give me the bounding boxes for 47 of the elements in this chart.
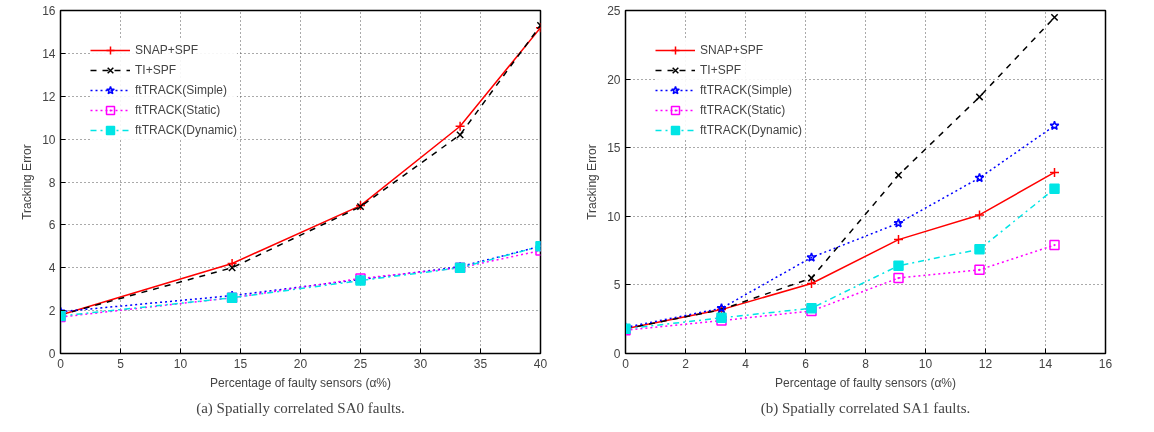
x-tick-label: 14	[1038, 356, 1053, 371]
text: (a) Spatially correlated SA0 faults.	[196, 399, 405, 417]
text: (b) Spatially correlated SA1 faults.	[760, 399, 971, 417]
y-tick-label: 14	[42, 46, 56, 61]
x-tick-label: 16	[1098, 356, 1113, 371]
legend-label: TI+SPF	[135, 63, 177, 77]
x-tick-label: 40	[533, 356, 548, 371]
x-axis-title: Percentage of faulty sensors (α%)	[774, 375, 957, 390]
x-tick-label: 10	[918, 356, 933, 371]
legend-label: ftTRACK(Dynamic)	[135, 123, 238, 137]
y-tick-label: 4	[48, 261, 56, 276]
y-tick-label: 8	[48, 175, 56, 190]
y-tick-label: 12	[42, 89, 56, 104]
x-tick-label: 12	[978, 356, 993, 371]
x-tick-label: 35	[473, 356, 488, 371]
y-tick-label: 5	[613, 278, 621, 293]
x-tick-label: 25	[353, 356, 368, 371]
legend-label: ftTRACK(Static)	[135, 103, 221, 117]
legend-label: SNAP+SPF	[135, 43, 199, 57]
legend-label: SNAP+SPF	[700, 43, 764, 57]
legend-label: ftTRACK(Dynamic)	[700, 123, 803, 137]
x-axis-title: Percentage of faulty sensors (α%)	[209, 375, 392, 390]
legend-label: ftTRACK(Simple)	[700, 83, 793, 97]
legend-label: ftTRACK(Static)	[700, 103, 786, 117]
x-tick-label: 6	[802, 356, 810, 371]
y-tick-label: 15	[607, 141, 621, 156]
legend-label: TI+SPF	[700, 63, 742, 77]
x-tick-label: 20	[293, 356, 308, 371]
y-tick-label: 20	[607, 72, 621, 87]
y-tick-label: 2	[48, 304, 56, 319]
x-tick-label: 15	[233, 356, 248, 371]
y-axis-title: Tracking Error	[20, 144, 35, 220]
y-tick-label: 10	[42, 132, 56, 147]
x-tick-label: 5	[117, 356, 125, 371]
x-tick-label: 8	[862, 356, 870, 371]
y-axis-title: Tracking Error	[585, 144, 600, 220]
legend-label: ftTRACK(Simple)	[135, 83, 228, 97]
y-tick-label: 25	[607, 4, 621, 18]
x-tick-label: 2	[682, 356, 690, 371]
y-tick-label: 10	[607, 209, 621, 224]
x-tick-label: 30	[413, 356, 428, 371]
x-tick-label: 10	[173, 356, 188, 371]
y-tick-label: 0	[613, 347, 621, 361]
y-tick-label: 16	[42, 4, 56, 18]
y-tick-label: 0	[48, 347, 56, 361]
x-tick-label: 4	[742, 356, 750, 371]
y-tick-label: 6	[48, 218, 56, 233]
